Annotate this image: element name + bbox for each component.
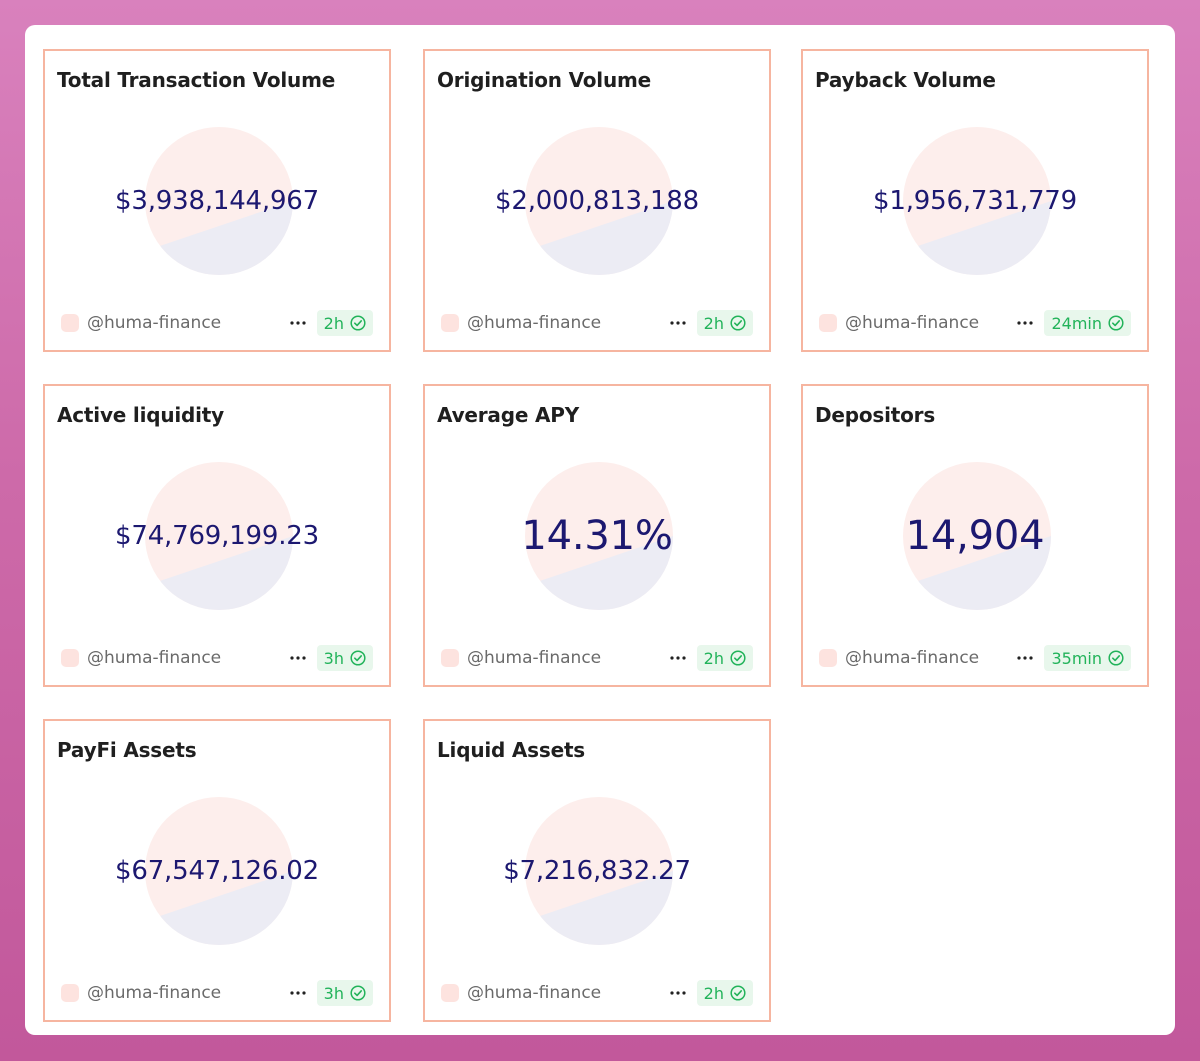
author-avatar bbox=[819, 649, 837, 667]
more-options-icon[interactable] bbox=[287, 982, 309, 1004]
more-options-icon[interactable] bbox=[667, 982, 689, 1004]
metric-value: 14,904 bbox=[905, 513, 1045, 559]
author-avatar bbox=[441, 984, 459, 1002]
freshness-badge[interactable]: 2h bbox=[696, 310, 753, 336]
check-circle-icon bbox=[350, 315, 366, 331]
card-footer: @huma-finance 2h bbox=[61, 310, 373, 336]
freshness-badge[interactable]: 35min bbox=[1044, 645, 1131, 671]
author-avatar bbox=[61, 314, 79, 332]
pie-background bbox=[525, 462, 673, 610]
author-avatar bbox=[61, 984, 79, 1002]
check-circle-icon bbox=[1108, 315, 1124, 331]
more-options-icon[interactable] bbox=[667, 647, 689, 669]
author-handle[interactable]: @huma-finance bbox=[467, 983, 602, 1003]
more-options-icon[interactable] bbox=[667, 312, 689, 334]
check-circle-icon bbox=[730, 315, 746, 331]
pie-background bbox=[145, 797, 293, 945]
metric-value: $74,769,199.23 bbox=[115, 521, 319, 551]
card-title: Origination Volume bbox=[437, 68, 652, 92]
pie-background bbox=[525, 127, 673, 275]
metric-value: $2,000,813,188 bbox=[495, 186, 699, 216]
metric-card-depositors[interactable]: Depositors 14,904 @huma-finance 35min bbox=[801, 384, 1149, 687]
freshness-label: 2h bbox=[323, 313, 344, 333]
author-handle[interactable]: @huma-finance bbox=[467, 648, 602, 668]
metric-value: $7,216,832.27 bbox=[503, 856, 691, 886]
author-handle[interactable]: @huma-finance bbox=[467, 313, 602, 333]
author-avatar bbox=[61, 649, 79, 667]
dashboard-panel: Total Transaction Volume $3,938,144,967 … bbox=[25, 25, 1175, 1035]
more-options-icon[interactable] bbox=[1014, 312, 1036, 334]
check-circle-icon bbox=[1108, 650, 1124, 666]
freshness-label: 2h bbox=[703, 313, 724, 333]
more-options-icon[interactable] bbox=[287, 647, 309, 669]
metric-value: $1,956,731,779 bbox=[873, 186, 1077, 216]
card-footer: @huma-finance 2h bbox=[441, 980, 753, 1006]
card-footer: @huma-finance 2h bbox=[441, 310, 753, 336]
pie-background bbox=[525, 797, 673, 945]
card-footer: @huma-finance 3h bbox=[61, 980, 373, 1006]
card-title: Total Transaction Volume bbox=[57, 68, 336, 92]
check-circle-icon bbox=[730, 650, 746, 666]
metric-card-average-apy[interactable]: Average APY 14.31% @huma-finance 2h bbox=[423, 384, 771, 687]
card-title: Depositors bbox=[815, 403, 936, 427]
card-title: Payback Volume bbox=[815, 68, 996, 92]
card-title: Liquid Assets bbox=[437, 738, 586, 762]
check-circle-icon bbox=[350, 985, 366, 1001]
card-footer: @huma-finance 2h bbox=[441, 645, 753, 671]
check-circle-icon bbox=[350, 650, 366, 666]
author-avatar bbox=[441, 314, 459, 332]
author-avatar bbox=[441, 649, 459, 667]
metric-card-origination-volume[interactable]: Origination Volume $2,000,813,188 @huma-… bbox=[423, 49, 771, 352]
freshness-badge[interactable]: 2h bbox=[696, 645, 753, 671]
freshness-badge[interactable]: 3h bbox=[316, 980, 373, 1006]
card-footer: @huma-finance 3h bbox=[61, 645, 373, 671]
author-handle[interactable]: @huma-finance bbox=[87, 983, 222, 1003]
pie-background bbox=[903, 127, 1051, 275]
freshness-badge[interactable]: 3h bbox=[316, 645, 373, 671]
author-handle[interactable]: @huma-finance bbox=[845, 648, 980, 668]
metric-card-payback-volume[interactable]: Payback Volume $1,956,731,779 @huma-fina… bbox=[801, 49, 1149, 352]
card-footer: @huma-finance 24min bbox=[819, 310, 1131, 336]
card-footer: @huma-finance 35min bbox=[819, 645, 1131, 671]
freshness-label: 2h bbox=[703, 648, 724, 668]
pie-background bbox=[145, 127, 293, 275]
card-title: Average APY bbox=[437, 403, 579, 427]
author-avatar bbox=[819, 314, 837, 332]
pie-background bbox=[145, 462, 293, 610]
freshness-badge[interactable]: 2h bbox=[696, 980, 753, 1006]
metric-card-liquid-assets[interactable]: Liquid Assets $7,216,832.27 @huma-financ… bbox=[423, 719, 771, 1022]
freshness-label: 35min bbox=[1051, 648, 1102, 668]
freshness-label: 24min bbox=[1051, 313, 1102, 333]
freshness-label: 3h bbox=[323, 983, 344, 1003]
metric-card-active-liquidity[interactable]: Active liquidity $74,769,199.23 @huma-fi… bbox=[43, 384, 391, 687]
card-title: Active liquidity bbox=[57, 403, 225, 427]
pie-background bbox=[903, 462, 1051, 610]
metric-card-payfi-assets[interactable]: PayFi Assets $67,547,126.02 @huma-financ… bbox=[43, 719, 391, 1022]
check-circle-icon bbox=[730, 985, 746, 1001]
freshness-badge[interactable]: 2h bbox=[316, 310, 373, 336]
freshness-label: 2h bbox=[703, 983, 724, 1003]
metric-value: $3,938,144,967 bbox=[115, 186, 319, 216]
freshness-badge[interactable]: 24min bbox=[1044, 310, 1131, 336]
more-options-icon[interactable] bbox=[1014, 647, 1036, 669]
freshness-label: 3h bbox=[323, 648, 344, 668]
author-handle[interactable]: @huma-finance bbox=[845, 313, 980, 333]
metric-value: 14.31% bbox=[521, 513, 673, 559]
card-title: PayFi Assets bbox=[57, 738, 197, 762]
more-options-icon[interactable] bbox=[287, 312, 309, 334]
metric-card-total-transaction-volume[interactable]: Total Transaction Volume $3,938,144,967 … bbox=[43, 49, 391, 352]
metric-value: $67,547,126.02 bbox=[115, 856, 319, 886]
author-handle[interactable]: @huma-finance bbox=[87, 313, 222, 333]
author-handle[interactable]: @huma-finance bbox=[87, 648, 222, 668]
